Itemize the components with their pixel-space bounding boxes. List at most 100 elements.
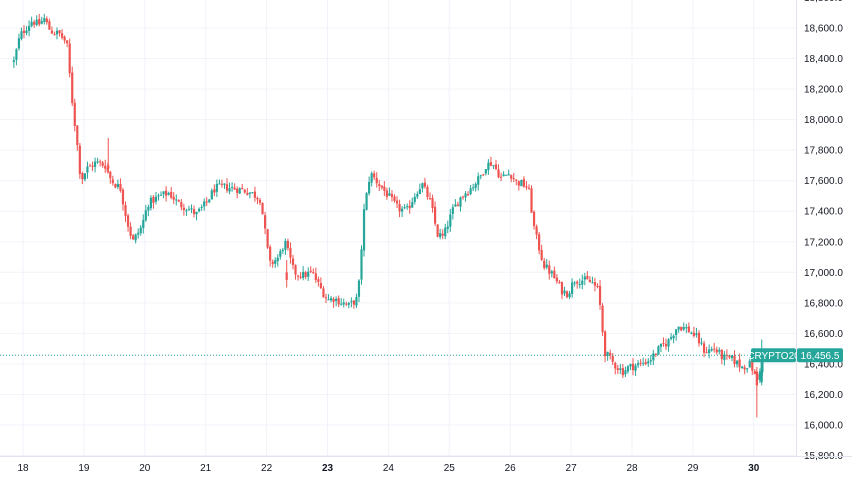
- candle-body: [225, 184, 229, 191]
- candle-body: [728, 355, 731, 358]
- candle-body: [243, 189, 246, 193]
- candle-body: [385, 190, 388, 197]
- candle-body: [700, 342, 703, 344]
- y-tick-label: 16,400.0: [804, 359, 843, 370]
- candle-body: [550, 271, 553, 274]
- candle-body: [253, 191, 257, 198]
- candle-body: [669, 337, 673, 339]
- candle-body: [497, 169, 500, 178]
- candle-body: [449, 214, 452, 227]
- candle-body: [639, 362, 642, 364]
- candle-body: [568, 293, 571, 298]
- symbol-tag: [751, 348, 796, 363]
- candle-body: [274, 260, 277, 264]
- candle-body: [213, 189, 216, 193]
- candle-body: [489, 162, 493, 166]
- x-tick-label: 30: [748, 463, 760, 474]
- candle-body: [593, 282, 597, 286]
- candle-body: [109, 171, 112, 179]
- candle-body: [677, 326, 680, 330]
- candle-body: [15, 49, 18, 60]
- candle-body: [692, 332, 696, 336]
- candle-body: [588, 279, 591, 283]
- candle-body: [76, 125, 79, 146]
- candle-body: [675, 329, 678, 336]
- candle-body: [702, 343, 706, 353]
- candle-body: [258, 199, 262, 203]
- candle-body: [466, 194, 470, 196]
- candle-body: [335, 298, 338, 301]
- grid-layer: [0, 0, 796, 457]
- candle-body: [530, 188, 533, 213]
- candle-body: [753, 371, 756, 375]
- candle-body: [654, 353, 657, 355]
- candle-body: [12, 60, 15, 63]
- candle-body: [149, 197, 152, 209]
- candle-body: [48, 21, 51, 30]
- candle-body: [294, 265, 297, 275]
- candle-body: [451, 207, 454, 214]
- candle-body: [93, 161, 97, 167]
- candle-body: [172, 196, 175, 200]
- candle-body: [86, 166, 89, 173]
- candle-body: [723, 354, 726, 360]
- candle-body: [682, 327, 685, 330]
- candle-body: [398, 203, 401, 212]
- y-tick-label: 17,200.0: [804, 237, 843, 248]
- candle-body: [616, 368, 619, 370]
- candle-body: [203, 201, 206, 207]
- candle-body: [357, 280, 361, 297]
- candle-body: [129, 226, 132, 236]
- candle-body: [515, 179, 518, 181]
- candle-body: [345, 303, 348, 305]
- candle-body: [545, 264, 548, 268]
- candle-body: [522, 179, 526, 187]
- candle-body: [406, 206, 409, 208]
- candle-body: [464, 193, 467, 198]
- candle-body: [370, 173, 373, 183]
- x-tick-label: 29: [687, 463, 699, 474]
- candle-body: [154, 196, 158, 202]
- candle-body: [525, 186, 528, 188]
- candle-body: [697, 332, 701, 344]
- candle-body: [586, 275, 589, 280]
- candle-body: [418, 189, 421, 195]
- candle-body: [119, 184, 122, 191]
- candle-body: [266, 229, 269, 248]
- candle-body: [433, 206, 437, 224]
- candle-body: [380, 185, 383, 188]
- x-tick-label: 28: [626, 463, 638, 474]
- y-tick-label: 17,600.0: [804, 176, 843, 187]
- candle-body: [285, 272, 288, 280]
- x-tick-label: 26: [505, 463, 517, 474]
- candle-body: [634, 365, 637, 371]
- candle-body: [644, 362, 647, 365]
- candle-body: [291, 258, 295, 266]
- candle-body: [20, 31, 23, 39]
- candle-body: [718, 349, 721, 352]
- candle-body: [73, 102, 76, 127]
- candle-body: [312, 272, 315, 274]
- candle-body: [629, 363, 632, 367]
- candle-body: [271, 261, 274, 264]
- candle-body: [685, 327, 688, 329]
- y-tick-label: 16,600.0: [804, 329, 843, 340]
- y-axis: 18,800.0 18,600.0 18,400.0 18,200.0 18,000.0…: [796, 0, 843, 462]
- candle-body: [71, 72, 74, 103]
- candle-body: [337, 298, 340, 305]
- x-tick-label: 18: [17, 463, 29, 474]
- candle-body: [720, 350, 723, 360]
- candle-body: [317, 279, 320, 283]
- candle-body: [611, 355, 614, 362]
- candle-body: [423, 182, 427, 187]
- candle-body: [88, 165, 92, 167]
- candle-body: [705, 352, 708, 354]
- candle-body: [157, 195, 160, 197]
- candle-body: [365, 193, 368, 210]
- candle-body: [96, 161, 99, 163]
- candle-body: [104, 165, 107, 169]
- candle-body: [307, 271, 310, 277]
- candle-body: [733, 355, 736, 365]
- candle-body: [233, 187, 236, 190]
- candle-body: [238, 188, 241, 194]
